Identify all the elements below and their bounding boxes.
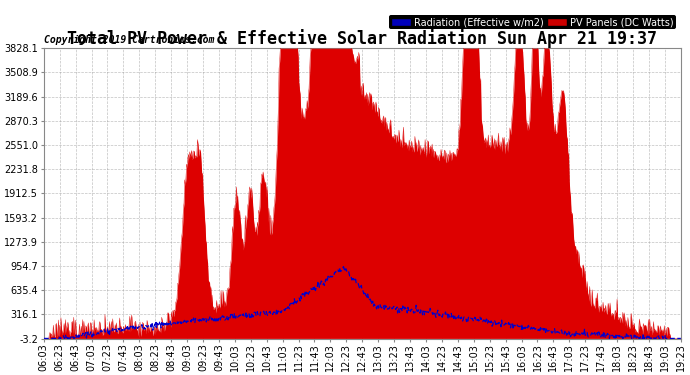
- Text: Copyright 2019 Cartronics.com: Copyright 2019 Cartronics.com: [44, 35, 215, 45]
- Legend: Radiation (Effective w/m2), PV Panels (DC Watts): Radiation (Effective w/m2), PV Panels (D…: [389, 15, 676, 29]
- Title: Total PV Power & Effective Solar Radiation Sun Apr 21 19:37: Total PV Power & Effective Solar Radiati…: [68, 29, 658, 48]
